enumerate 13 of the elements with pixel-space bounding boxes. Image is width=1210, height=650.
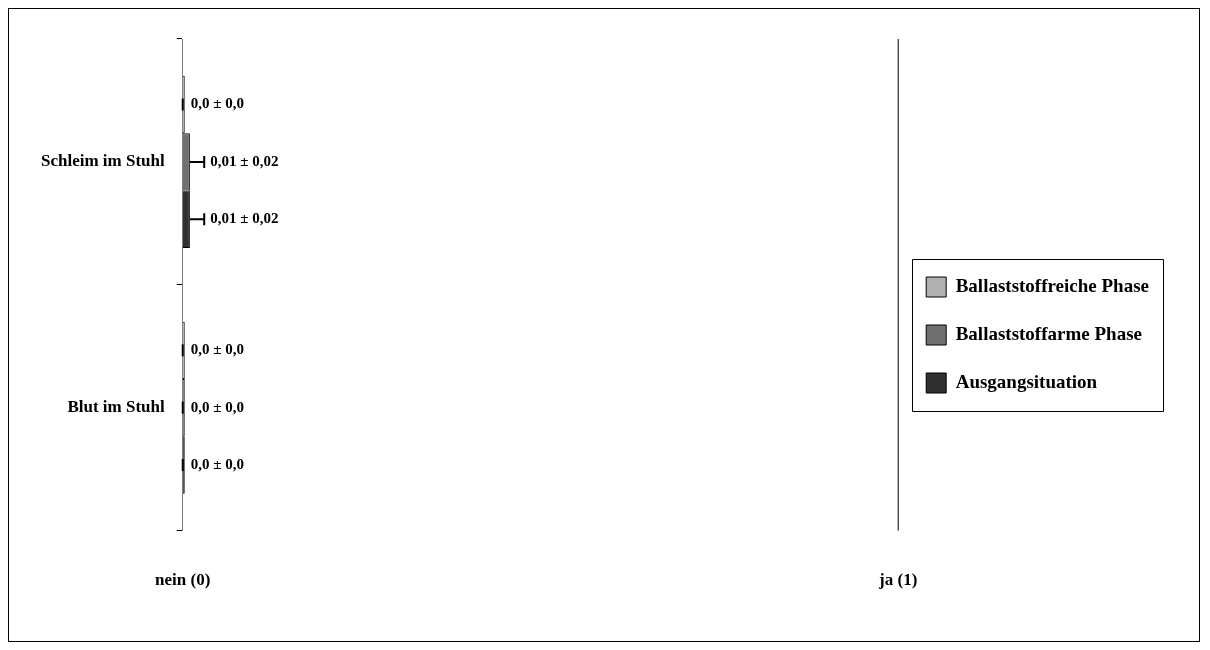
legend-label: Ballaststoffreiche Phase [955,274,1149,296]
x-tick-label: ja (1) [878,570,918,590]
x-tick-label: nein (0) [155,570,211,590]
y-tick-label: Schleim im Stuhl [40,151,166,171]
data-label: 0,0 ± 0,0 [190,398,244,415]
data-label: 0,0 ± 0,0 [190,95,244,112]
legend-label: Ballaststoffarme Phase [955,322,1142,344]
data-label: 0,01 ± 0,02 [210,152,279,169]
data-label: 0,0 ± 0,0 [190,341,244,358]
data-label: 0,0 ± 0,0 [190,455,244,472]
data-label: 0,01 ± 0,02 [210,210,279,227]
legend-label: Ausgangsituation [955,370,1098,392]
y-tick-label: Blut im Stuhl [67,397,166,417]
